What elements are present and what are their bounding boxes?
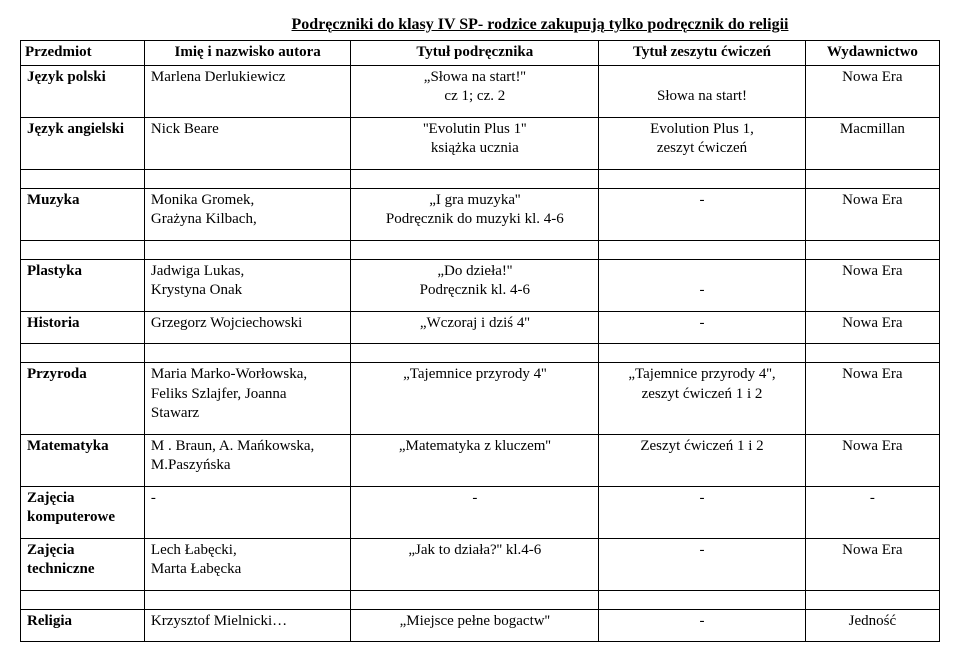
cell-author: Monika Gromek, Grażyna Kilbach, [144, 188, 351, 240]
page-title: Podręczniki do klasy IV SP- rodzice zaku… [140, 16, 940, 34]
cell-author: M . Braun, A. Mańkowska, M.Paszyńska [144, 434, 351, 486]
cell-subject: Plastyka [21, 259, 145, 311]
spacer-cell [805, 240, 939, 259]
table-row: HistoriaGrzegorz Wojciechowski„Wczoraj i… [21, 311, 940, 344]
table-row: MuzykaMonika Gromek, Grażyna Kilbach,„I … [21, 188, 940, 240]
cell-workbook: - [599, 486, 806, 538]
col-author: Imię i nazwisko autora [144, 41, 351, 66]
cell-subject: Język polski [21, 65, 145, 117]
table-row: ReligiaKrzysztof Mielnicki…„Miejsce pełn… [21, 609, 940, 642]
table-row: PrzyrodaMaria Marko-Worłowska, Feliks Sz… [21, 363, 940, 435]
cell-textbook: „Słowa na start!'' cz 1; cz. 2 [351, 65, 599, 117]
cell-author: Lech Łabęcki, Marta Łabęcka [144, 538, 351, 590]
cell-subject: Zajęcia komputerowe [21, 486, 145, 538]
table-row: Zajęcia techniczneLech Łabęcki, Marta Ła… [21, 538, 940, 590]
cell-workbook: - [599, 609, 806, 642]
col-workbook: Tytuł zeszytu ćwiczeń [599, 41, 806, 66]
cell-publisher: Macmillan [805, 117, 939, 169]
cell-author: - [144, 486, 351, 538]
spacer-cell [351, 344, 599, 363]
cell-author: Krzysztof Mielnicki… [144, 609, 351, 642]
cell-textbook: „Tajemnice przyrody 4'' [351, 363, 599, 435]
cell-publisher: - [805, 486, 939, 538]
cell-textbook: „Wczoraj i dziś 4'' [351, 311, 599, 344]
table-row: PlastykaJadwiga Lukas, Krystyna Onak„Do … [21, 259, 940, 311]
spacer-cell [805, 590, 939, 609]
table-spacer-row [21, 169, 940, 188]
cell-publisher: Nowa Era [805, 434, 939, 486]
spacer-cell [21, 344, 145, 363]
cell-author: Grzegorz Wojciechowski [144, 311, 351, 344]
table-spacer-row [21, 590, 940, 609]
cell-publisher: Jedność [805, 609, 939, 642]
cell-workbook: Słowa na start! [599, 65, 806, 117]
cell-subject: Religia [21, 609, 145, 642]
textbook-table: Przedmiot Imię i nazwisko autora Tytuł p… [20, 40, 940, 642]
spacer-cell [805, 169, 939, 188]
col-publisher: Wydawnictwo [805, 41, 939, 66]
spacer-cell [599, 169, 806, 188]
cell-author: Maria Marko-Worłowska, Feliks Szlajfer, … [144, 363, 351, 435]
cell-workbook: - [599, 311, 806, 344]
spacer-cell [144, 344, 351, 363]
spacer-cell [599, 240, 806, 259]
cell-publisher: Nowa Era [805, 65, 939, 117]
cell-textbook: „Jak to działa?'' kl.4-6 [351, 538, 599, 590]
col-textbook: Tytuł podręcznika [351, 41, 599, 66]
cell-workbook: „Tajemnice przyrody 4'', zeszyt ćwiczeń … [599, 363, 806, 435]
cell-workbook: Evolution Plus 1, zeszyt ćwiczeń [599, 117, 806, 169]
cell-workbook: - [599, 188, 806, 240]
cell-publisher: Nowa Era [805, 363, 939, 435]
spacer-cell [144, 240, 351, 259]
table-row: Język polskiMarlena Derlukiewicz„Słowa n… [21, 65, 940, 117]
cell-subject: Przyroda [21, 363, 145, 435]
table-header-row: Przedmiot Imię i nazwisko autora Tytuł p… [21, 41, 940, 66]
cell-author: Jadwiga Lukas, Krystyna Onak [144, 259, 351, 311]
spacer-cell [351, 169, 599, 188]
spacer-cell [144, 169, 351, 188]
cell-publisher: Nowa Era [805, 538, 939, 590]
cell-subject: Język angielski [21, 117, 145, 169]
spacer-cell [599, 344, 806, 363]
cell-textbook: „Matematyka z kluczem'' [351, 434, 599, 486]
cell-workbook: - [599, 259, 806, 311]
cell-textbook: „I gra muzyka'' Podręcznik do muzyki kl.… [351, 188, 599, 240]
spacer-cell [351, 240, 599, 259]
cell-author: Nick Beare [144, 117, 351, 169]
cell-subject: Zajęcia techniczne [21, 538, 145, 590]
cell-textbook: - [351, 486, 599, 538]
spacer-cell [805, 344, 939, 363]
cell-workbook: - [599, 538, 806, 590]
spacer-cell [351, 590, 599, 609]
table-spacer-row [21, 240, 940, 259]
cell-workbook: Zeszyt ćwiczeń 1 i 2 [599, 434, 806, 486]
table-row: Zajęcia komputerowe---- [21, 486, 940, 538]
cell-author: Marlena Derlukiewicz [144, 65, 351, 117]
spacer-cell [599, 590, 806, 609]
spacer-cell [21, 590, 145, 609]
spacer-cell [144, 590, 351, 609]
cell-publisher: Nowa Era [805, 188, 939, 240]
cell-textbook: „Miejsce pełne bogactw'' [351, 609, 599, 642]
cell-textbook: „Do dzieła!'' Podręcznik kl. 4-6 [351, 259, 599, 311]
spacer-cell [21, 169, 145, 188]
table-row: MatematykaM . Braun, A. Mańkowska, M.Pas… [21, 434, 940, 486]
col-subject: Przedmiot [21, 41, 145, 66]
spacer-cell [21, 240, 145, 259]
cell-publisher: Nowa Era [805, 311, 939, 344]
cell-subject: Muzyka [21, 188, 145, 240]
table-spacer-row [21, 344, 940, 363]
cell-subject: Historia [21, 311, 145, 344]
cell-textbook: ''Evolutin Plus 1'' książka ucznia [351, 117, 599, 169]
cell-subject: Matematyka [21, 434, 145, 486]
table-row: Język angielskiNick Beare''Evolutin Plus… [21, 117, 940, 169]
cell-publisher: Nowa Era [805, 259, 939, 311]
